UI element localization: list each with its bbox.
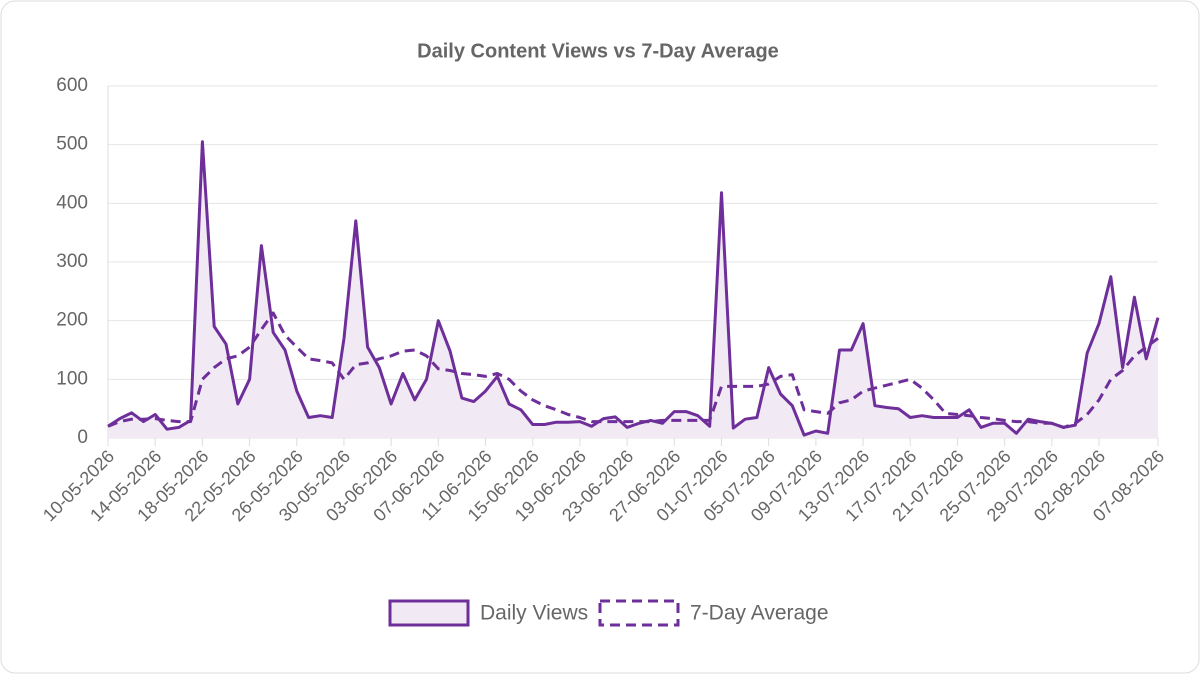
y-tick-label: 0 [77, 427, 88, 448]
series-line [107, 311, 1159, 429]
y-tick-label: 200 [56, 310, 88, 331]
legend-label: 7-Day Average [690, 602, 829, 625]
chart-title: Daily Content Views vs 7-Day Average [417, 40, 779, 62]
y-tick-label: 300 [56, 251, 88, 272]
y-tick-label: 400 [56, 192, 88, 213]
y-tick-label: 600 [56, 75, 88, 96]
legend-swatch [388, 599, 470, 627]
y-tick-label: 500 [56, 134, 88, 155]
y-tick-label: 100 [56, 368, 88, 389]
legend-label: Daily Views [480, 602, 588, 625]
legend-swatch [598, 599, 680, 627]
series-line [107, 140, 1160, 437]
area [108, 141, 1158, 438]
